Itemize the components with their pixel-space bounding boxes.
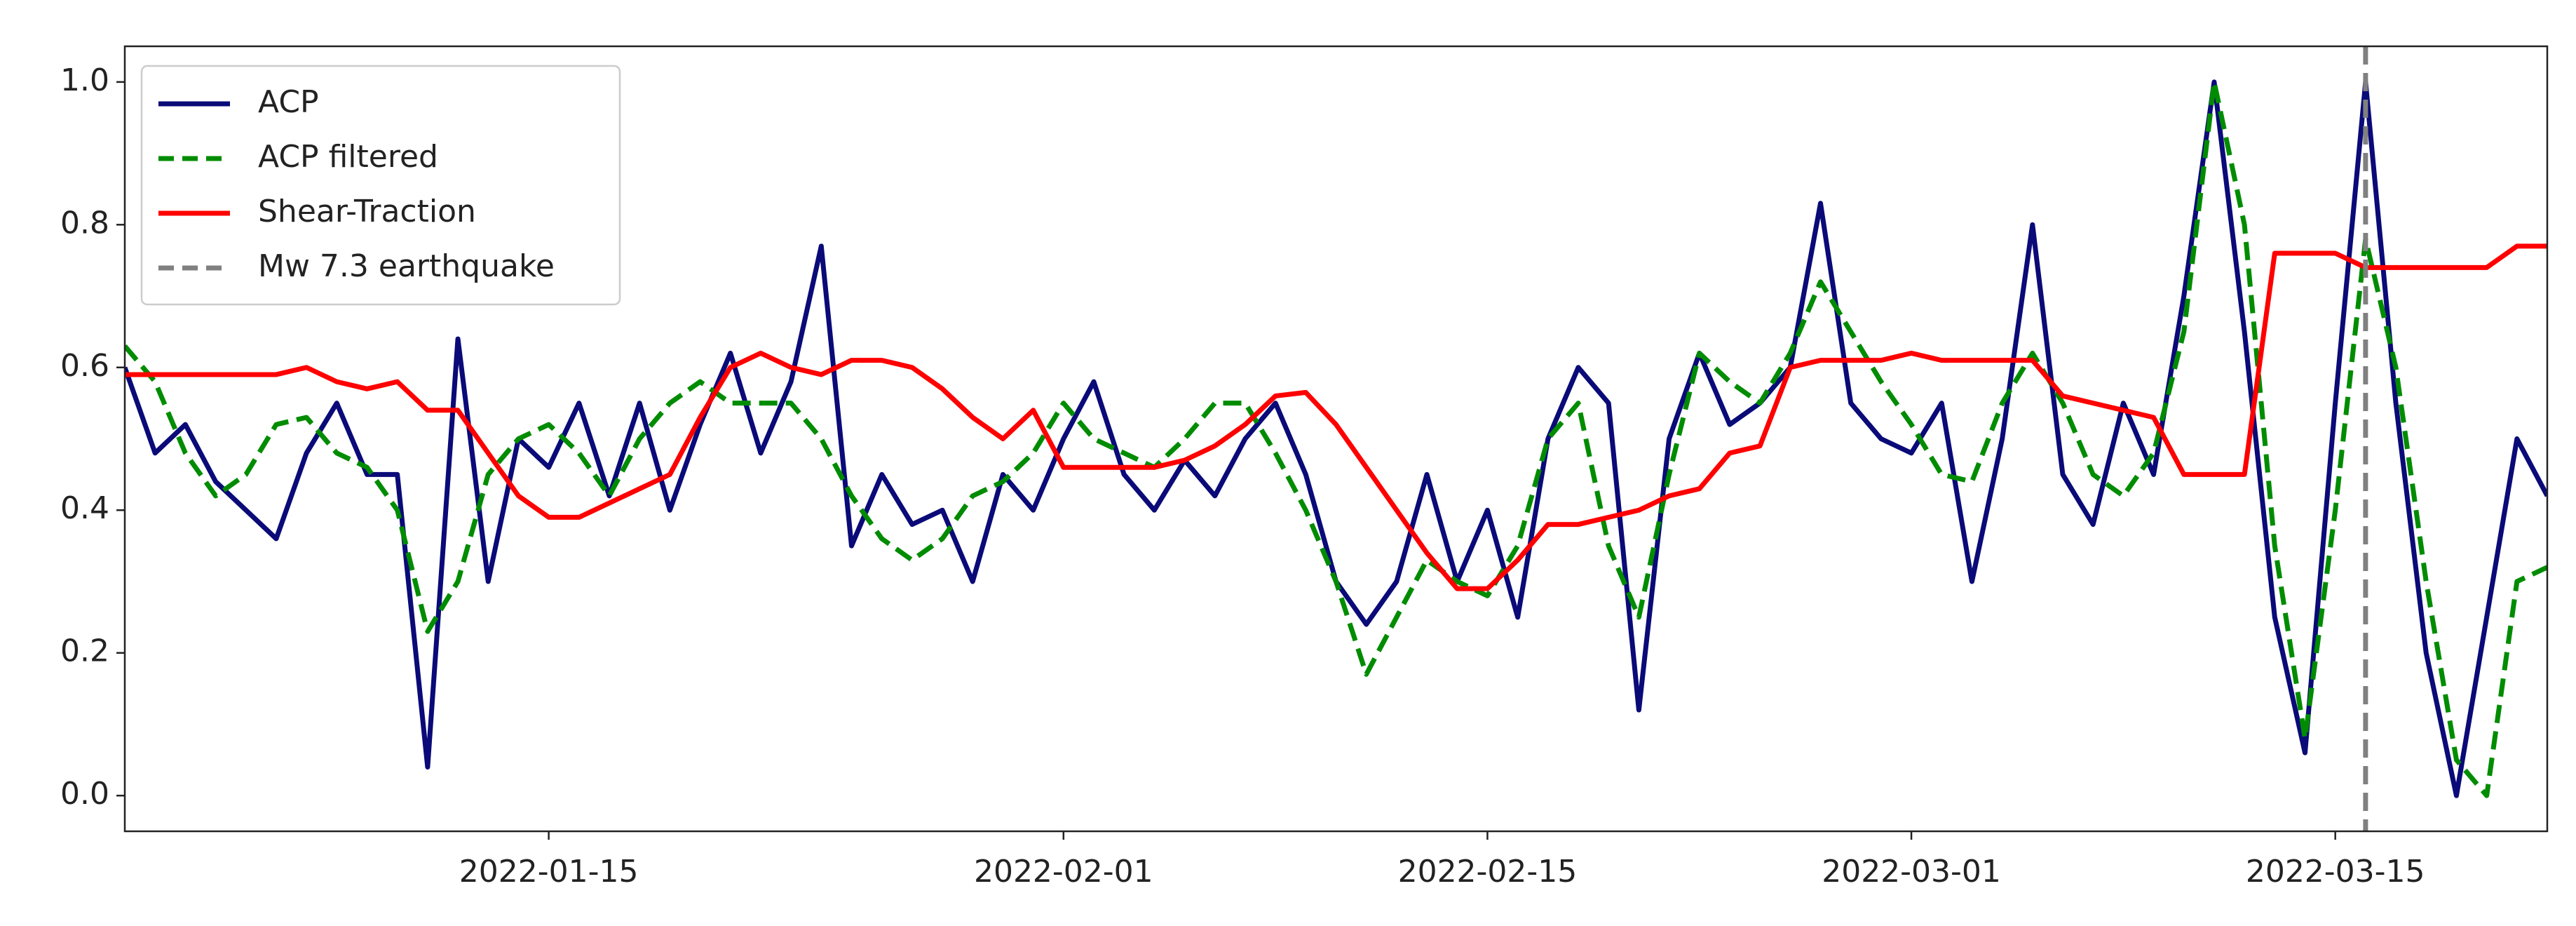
legend-label: ACP filtered xyxy=(258,139,438,175)
x-tick-label: 2022-03-15 xyxy=(2246,854,2425,890)
x-tick-label: 2022-02-15 xyxy=(1398,854,1578,890)
plot-frame xyxy=(123,45,2549,833)
y-tick-label: 0.8 xyxy=(60,205,109,241)
legend-label: Mw 7.3 earthquake xyxy=(258,248,555,284)
y-tick-label: 1.0 xyxy=(60,62,109,98)
series-line xyxy=(125,243,2547,591)
legend-box xyxy=(140,65,621,306)
legend-label: ACP xyxy=(258,84,319,120)
y-tick-label: 0.4 xyxy=(60,490,109,526)
y-tick-label: 0.6 xyxy=(60,348,109,384)
x-tick-label: 2022-02-01 xyxy=(974,854,1153,890)
series-line xyxy=(125,79,2547,798)
plot-area xyxy=(125,46,2547,831)
y-tick-label: 0.0 xyxy=(60,776,109,812)
x-tick-label: 2022-01-15 xyxy=(459,854,639,890)
y-tick-label: 0.2 xyxy=(60,633,109,669)
legend-label: Shear-Traction xyxy=(258,194,476,229)
x-tick-label: 2022-03-01 xyxy=(1822,854,2001,890)
legend: ACP ACP filtered Shear-Traction Mw 7.3 eart… xyxy=(140,65,621,306)
